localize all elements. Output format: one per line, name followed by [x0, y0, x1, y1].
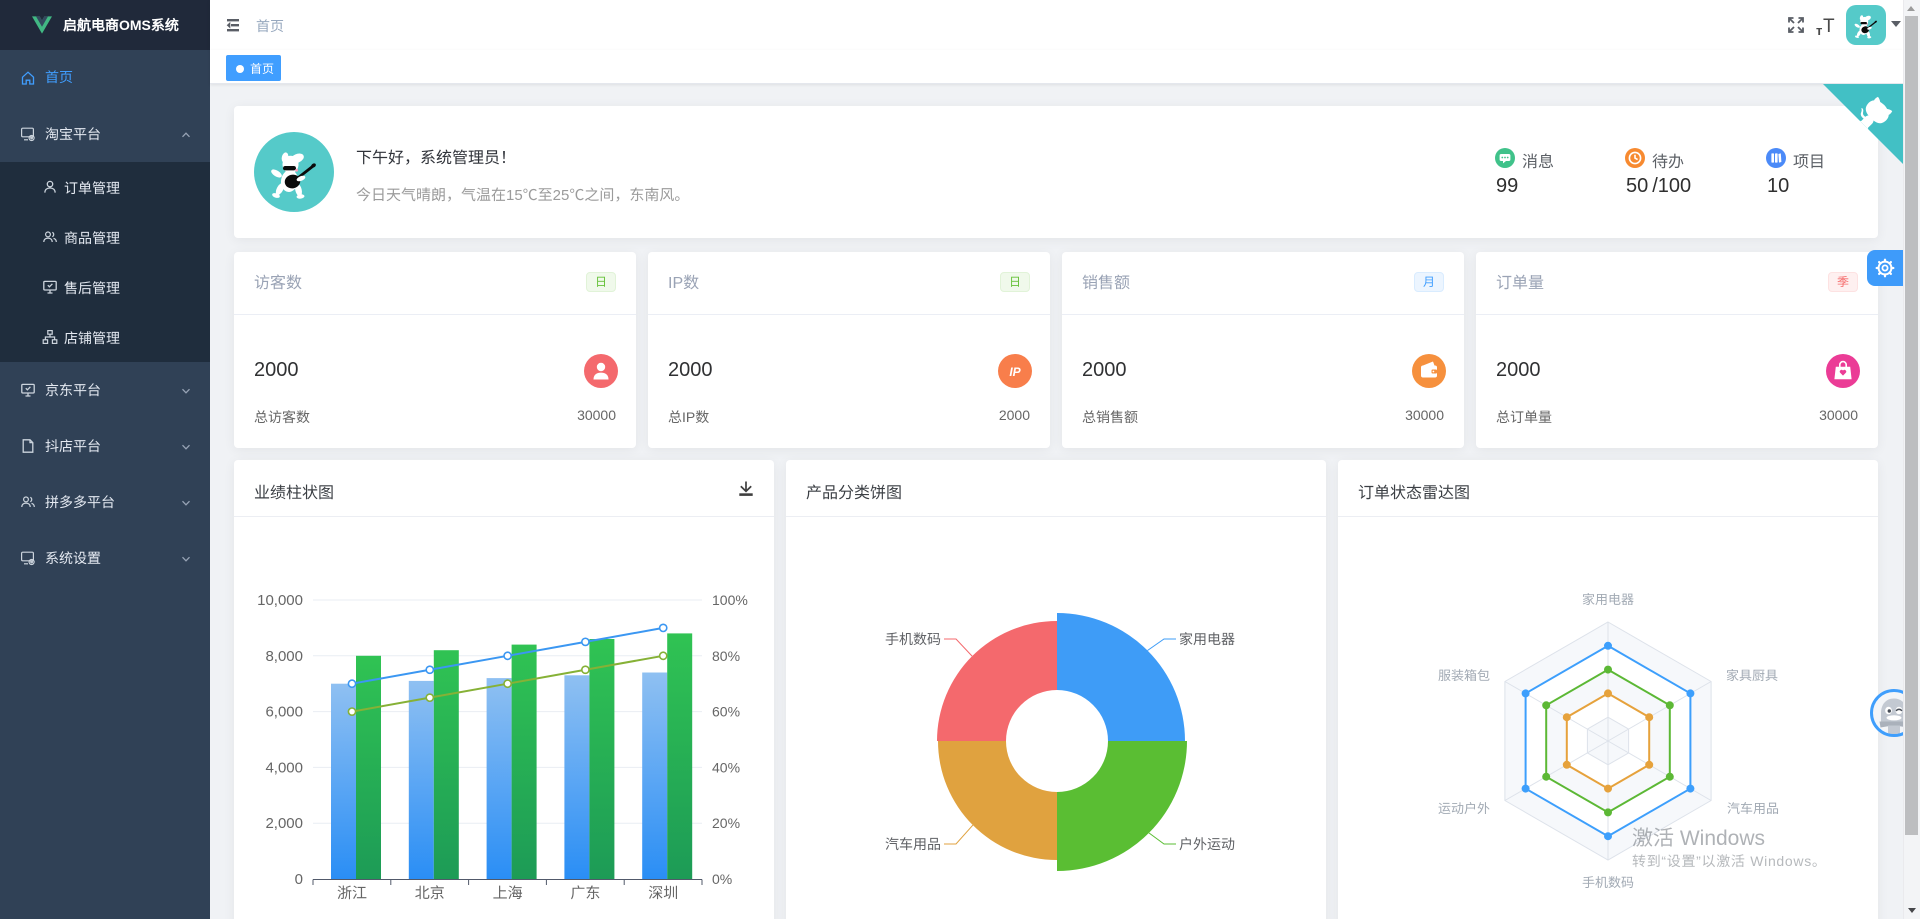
svg-text:0%: 0% [712, 871, 732, 887]
svg-text:4,000: 4,000 [265, 759, 303, 776]
svg-text:10,000: 10,000 [257, 592, 303, 609]
svg-text:深圳: 深圳 [648, 885, 678, 902]
svg-text:家用电器: 家用电器 [1179, 631, 1235, 647]
svg-text:40%: 40% [712, 759, 740, 775]
svg-text:手机数码: 手机数码 [885, 631, 941, 647]
svg-text:60%: 60% [712, 704, 740, 720]
svg-text:手机数码: 手机数码 [1582, 875, 1634, 890]
svg-text:IP: IP [1009, 365, 1021, 379]
svg-text:汽车用品: 汽车用品 [885, 836, 941, 852]
svg-text:0: 0 [295, 871, 303, 888]
svg-text:户外运动: 户外运动 [1179, 836, 1235, 852]
svg-text:20%: 20% [712, 815, 740, 831]
svg-text:家用电器: 家用电器 [1582, 592, 1634, 607]
svg-text:运动户外: 运动户外 [1438, 801, 1490, 816]
svg-text:上海: 上海 [493, 885, 523, 902]
svg-text:北京: 北京 [415, 885, 445, 902]
svg-text:6,000: 6,000 [265, 704, 303, 721]
svg-text:服装箱包: 服装箱包 [1438, 668, 1490, 683]
svg-text:2,000: 2,000 [265, 815, 303, 832]
svg-text:浙江: 浙江 [337, 885, 367, 902]
svg-text:80%: 80% [712, 648, 740, 664]
svg-text:8,000: 8,000 [265, 648, 303, 665]
svg-text:100%: 100% [712, 592, 748, 608]
svg-text:汽车用品: 汽车用品 [1727, 801, 1779, 816]
svg-text:家具厨具: 家具厨具 [1726, 668, 1778, 683]
svg-text:广东: 广东 [570, 885, 600, 902]
